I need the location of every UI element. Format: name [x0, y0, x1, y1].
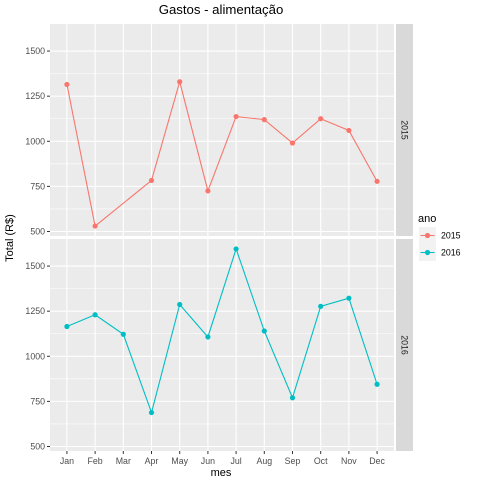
data-point-2016	[148, 409, 155, 416]
legend-title: ano	[418, 213, 436, 225]
data-point-2016	[92, 312, 98, 318]
x-tick-label: Jul	[230, 456, 241, 466]
data-point-2015	[289, 140, 296, 146]
x-tick-label: Jun	[201, 456, 215, 466]
x-tick-label: Oct	[314, 456, 328, 466]
legend: ano 2015 2016	[418, 213, 461, 261]
data-point-2015	[261, 117, 267, 123]
y-tick-label: 500	[30, 226, 45, 236]
data-point-2015	[148, 177, 155, 184]
y-tick-label: 1500	[25, 261, 45, 271]
y-tick-label: 750	[30, 396, 45, 406]
data-point-2016	[261, 328, 267, 334]
data-point-2016	[120, 331, 126, 337]
y-tick-label: 750	[30, 181, 45, 191]
data-point-2015	[233, 113, 239, 120]
data-point-2016	[177, 301, 183, 308]
x-tick-label: Mar	[116, 456, 131, 466]
y-tick-label: 1000	[25, 136, 45, 146]
chart-panels: 500 750 1000 1250 1500 2015 500 750 1000 1250 1500…	[25, 24, 413, 466]
y-tick-label: 500	[30, 441, 45, 451]
y-tick-label: 1500	[25, 46, 45, 56]
data-point-2016	[233, 246, 239, 252]
x-tick-label: May	[171, 456, 188, 466]
panel-background	[50, 24, 394, 236]
x-tick-label: Apr	[145, 456, 159, 466]
data-point-2016	[64, 323, 70, 330]
legend-key-point	[424, 249, 431, 256]
series-line-2016	[66, 247, 378, 415]
facet-strip-label: 2016	[400, 335, 410, 355]
facet-strip	[396, 24, 413, 236]
data-point-2015	[374, 178, 380, 184]
panel-2015: 500 750 1000 1250 1500 2015	[25, 24, 413, 236]
data-point-2016	[205, 334, 211, 340]
x-axis-title: mes	[211, 467, 232, 479]
y-tick-label: 1000	[25, 351, 45, 361]
x-tick-label: Sep	[285, 456, 301, 466]
chart-title: Gastos - alimentação	[159, 2, 284, 17]
panel-background	[50, 239, 394, 451]
y-tick-label: 1250	[25, 91, 45, 101]
data-point-2015	[177, 79, 183, 85]
x-tick-label: Jan	[60, 456, 74, 466]
facet-strip-label: 2015	[400, 120, 410, 140]
x-tick-label: Nov	[341, 456, 357, 466]
data-point-2015	[92, 223, 98, 229]
x-tick-label: Aug	[256, 456, 272, 466]
data-point-2015	[205, 188, 211, 194]
data-point-2016	[346, 295, 352, 301]
x-tick-label: Feb	[88, 456, 103, 466]
legend-key-point	[424, 232, 431, 239]
x-tick-label: Dec	[369, 456, 385, 466]
data-point-2016	[374, 381, 380, 387]
y-tick-label: 1250	[25, 306, 45, 316]
data-point-2015	[64, 81, 70, 88]
y-axis-title: Total (R$)	[4, 214, 16, 262]
panel-2016: 500 750 1000 1250 1500 2016	[25, 239, 413, 451]
data-point-2016	[289, 395, 296, 401]
data-point-2015	[318, 116, 324, 122]
data-point-2016	[318, 303, 324, 309]
legend-label: 2015	[441, 231, 461, 241]
data-point-2015	[346, 127, 352, 134]
legend-label: 2016	[441, 248, 461, 258]
facet-strip	[396, 239, 413, 451]
